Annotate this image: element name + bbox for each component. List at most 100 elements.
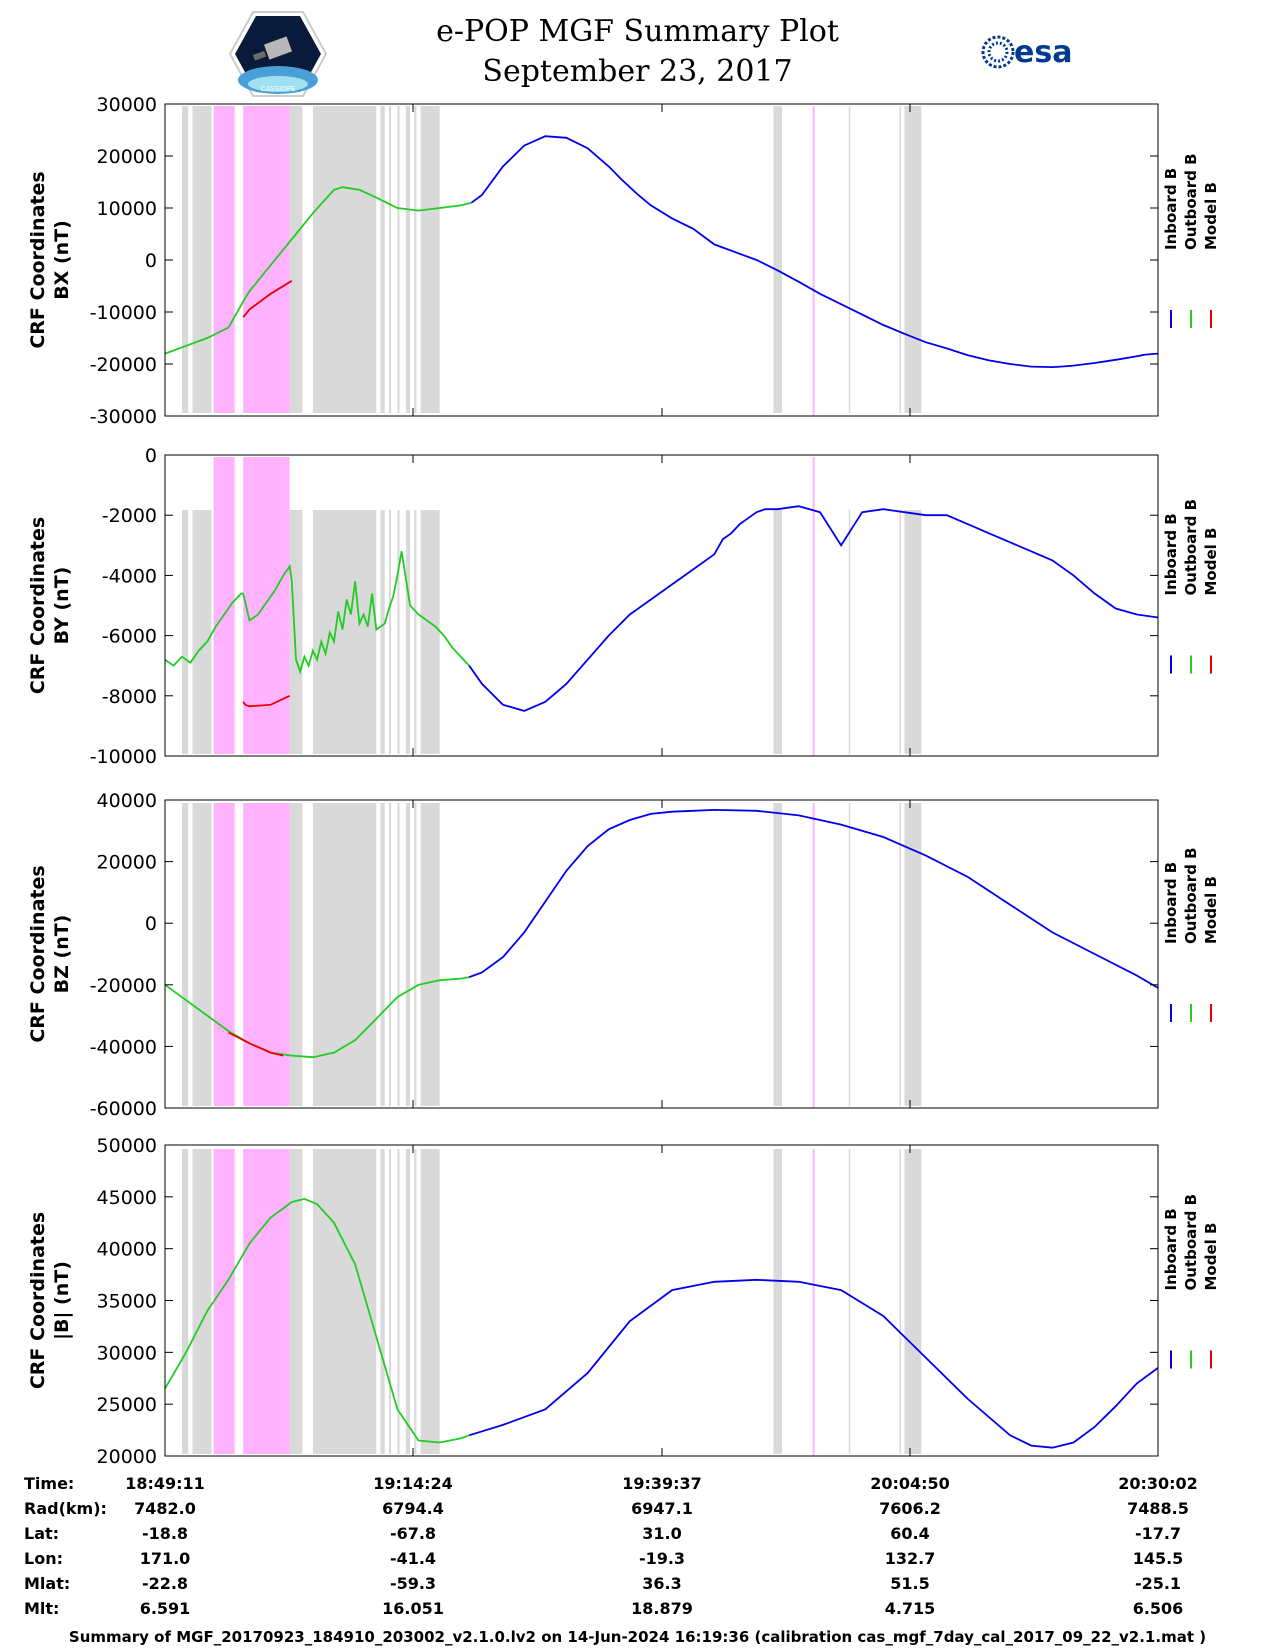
pink-band — [213, 106, 235, 413]
y-tick-label: 40000 — [97, 790, 157, 812]
y-tick-label: -20000 — [90, 354, 157, 376]
table-cell: -22.8 — [141, 1574, 189, 1593]
gray-band — [420, 1149, 440, 1454]
y-axis-label: CRF Coordinates — [27, 865, 49, 1042]
y-axis-label: CRF Coordinates — [27, 517, 49, 694]
table-cell: 60.4 — [890, 1524, 930, 1543]
y-tick-label: -10000 — [90, 302, 157, 324]
gray-band — [904, 510, 922, 754]
y-tick-label: 35000 — [97, 1291, 157, 1313]
gray-band — [388, 803, 392, 1106]
series-inboard-b — [468, 808, 1159, 989]
table-cell: 36.3 — [642, 1574, 682, 1593]
panel-1: -30000 -20000 -10000 0 10000 20000 30000 CRF Co… — [27, 94, 1220, 428]
legend-label: Model B — [1202, 528, 1220, 596]
gray-band — [420, 803, 440, 1106]
series-model-b — [242, 694, 291, 708]
gray-band — [192, 803, 212, 1106]
table-cell: 145.5 — [1132, 1549, 1184, 1568]
gray-band — [312, 106, 377, 413]
gray-band — [397, 106, 400, 413]
table-row-label: Lon: — [24, 1549, 63, 1568]
esa-logo: esa — [981, 35, 1072, 70]
gray-band — [388, 106, 392, 413]
y-tick-label: 20000 — [97, 852, 157, 874]
plot-date: September 23, 2017 — [482, 54, 793, 89]
gray-band — [192, 510, 212, 754]
table-cell: 6947.1 — [631, 1499, 693, 1518]
gray-band — [420, 510, 440, 754]
gray-band — [181, 106, 189, 413]
plot-title: e-POP MGF Summary Plot — [436, 14, 839, 49]
gray-band — [192, 1149, 212, 1454]
y-tick-label: 0 — [145, 250, 157, 272]
gray-band — [181, 1149, 189, 1454]
table-cell: 20:04:50 — [870, 1474, 950, 1493]
table-row-label: Mlat: — [24, 1574, 71, 1593]
y-tick-label: -30000 — [90, 406, 157, 428]
gray-band — [289, 803, 303, 1106]
panel-3: -60000 -40000 -20000 0 20000 40000 CRF Coordin… — [27, 790, 1220, 1120]
gray-band — [773, 803, 782, 1106]
gray-band — [397, 803, 400, 1106]
y-tick-label: 10000 — [97, 198, 157, 220]
table-cell: -41.4 — [389, 1549, 437, 1568]
legend-label: Inboard B — [1162, 168, 1180, 250]
series-inboard-b — [468, 1278, 1159, 1449]
table-cell: 7488.5 — [1127, 1499, 1189, 1518]
y-axis-label: CRF Coordinates — [27, 1212, 49, 1389]
pink-band — [213, 457, 235, 754]
gray-band — [312, 803, 377, 1106]
series-model-b — [242, 280, 293, 318]
gray-band — [414, 106, 417, 413]
y-axis-label-unit: BZ (nT) — [51, 915, 73, 994]
pink-band — [243, 803, 290, 1106]
table-row-label: Mlt: — [24, 1599, 60, 1618]
y-tick-label: -8000 — [102, 686, 157, 708]
gray-band — [192, 106, 212, 413]
series-outboard-b — [164, 1197, 470, 1444]
gray-band — [414, 1149, 417, 1454]
cassiope-logo: CASSIOPE — [228, 11, 328, 97]
table-cell: 16.051 — [382, 1599, 444, 1618]
table-cell: 7482.0 — [134, 1499, 196, 1518]
legend-label: Inboard B — [1162, 513, 1180, 595]
gray-band — [181, 510, 189, 754]
gray-band — [405, 510, 411, 754]
gray-band — [380, 1149, 385, 1454]
y-tick-label: 45000 — [97, 1187, 157, 1209]
table-cell: -17.7 — [1134, 1524, 1182, 1543]
table-row-label: Time: — [24, 1474, 75, 1493]
gray-band — [289, 106, 303, 413]
pink-band — [243, 457, 290, 754]
table-cell: 6.591 — [139, 1599, 191, 1618]
series-outboard-b — [164, 186, 472, 355]
table-row-label: Lat: — [24, 1524, 60, 1543]
y-tick-label: -60000 — [90, 1098, 157, 1120]
gray-band — [397, 1149, 400, 1454]
gray-band — [289, 1149, 303, 1454]
series-outboard-b — [164, 551, 470, 675]
gray-band — [405, 1149, 411, 1454]
legend-label: Outboard B — [1182, 847, 1200, 944]
gray-band — [312, 510, 377, 754]
gray-band — [420, 106, 440, 413]
y-tick-label: 0 — [145, 445, 157, 467]
y-tick-label: 40000 — [97, 1239, 157, 1261]
table-cell: 31.0 — [642, 1524, 682, 1543]
gray-band — [380, 510, 385, 754]
table-cell: 19:14:24 — [373, 1474, 453, 1493]
pink-band — [243, 1149, 290, 1454]
gray-band — [397, 510, 400, 754]
series-model-b — [227, 1031, 284, 1057]
legend-label: Outboard B — [1182, 153, 1200, 250]
y-tick-label: 20000 — [97, 146, 157, 168]
table-cell: -18.8 — [141, 1524, 189, 1543]
legend-label: Outboard B — [1182, 1194, 1200, 1291]
y-axis-label-unit: |B| (nT) — [51, 1261, 73, 1340]
gray-band — [388, 510, 392, 754]
table-cell: 6794.4 — [382, 1499, 444, 1518]
y-axis-label: CRF Coordinates — [27, 171, 49, 348]
y-tick-label: 0 — [145, 913, 157, 935]
pink-band — [213, 1149, 235, 1454]
